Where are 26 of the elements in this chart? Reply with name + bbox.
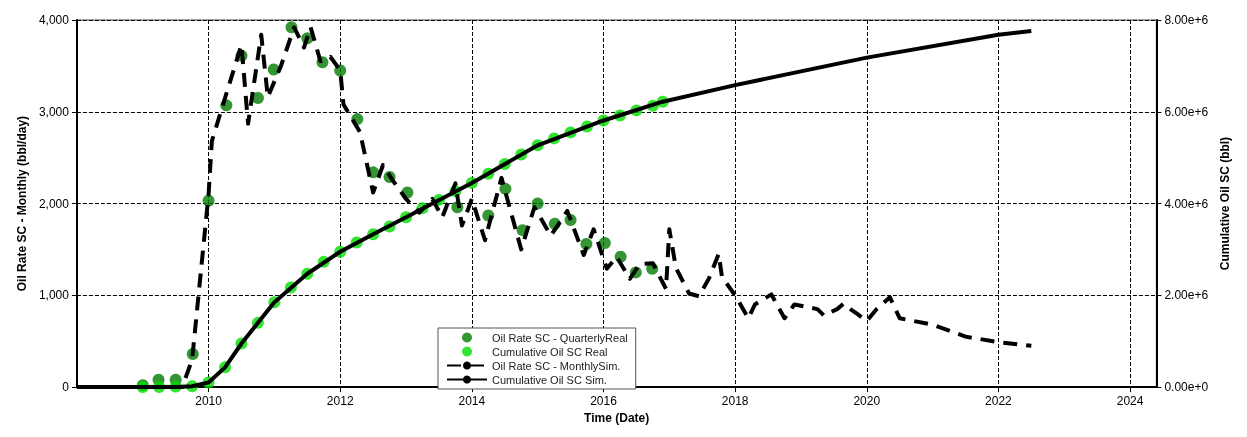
x-axis-title: Time (Date)	[584, 411, 650, 425]
x-tick-label: 2016	[590, 394, 618, 409]
x-tick-label: 2020	[853, 394, 881, 409]
x-tick-label: 2024	[1116, 394, 1144, 409]
legend-label: Oil Rate SC - MonthlySim.	[492, 359, 621, 372]
y-tick-label: 3,000	[38, 104, 70, 119]
y-tick-label: 1,000	[38, 288, 70, 303]
legend-label: Cumulative Oil SC Real	[492, 345, 608, 358]
y-tick-label: 2,000	[38, 196, 70, 211]
y2-tick-label: 6.00e+6	[1164, 104, 1209, 119]
x-tick-label: 2018	[721, 394, 749, 409]
y2-tick-label: 2.00e+6	[1164, 288, 1209, 303]
point	[598, 237, 611, 250]
y2-tick-label: 0.00e+0	[1164, 380, 1209, 395]
x-tick-label: 2010	[195, 394, 223, 409]
legend-label: Oil Rate SC - QuarterlyReal	[492, 331, 628, 344]
y-axis-title: Oil Rate SC - Monthly (bbl/day)	[15, 115, 29, 292]
y2-tick-label: 8.00e+6	[1164, 13, 1209, 27]
x-tick-label: 2022	[985, 394, 1013, 409]
y-tick-label: 0	[62, 380, 70, 395]
y2-axis-title: Cumulative Oil SC (bbl)	[1218, 136, 1232, 271]
x-tick-label: 2012	[326, 394, 354, 409]
y2-tick-label: 4.00e+6	[1164, 196, 1209, 211]
x-tick-label: 2014	[458, 394, 486, 409]
y-tick-label: 4,000	[38, 13, 70, 27]
legend-label: Cumulative Oil SC Sim.	[492, 373, 607, 386]
